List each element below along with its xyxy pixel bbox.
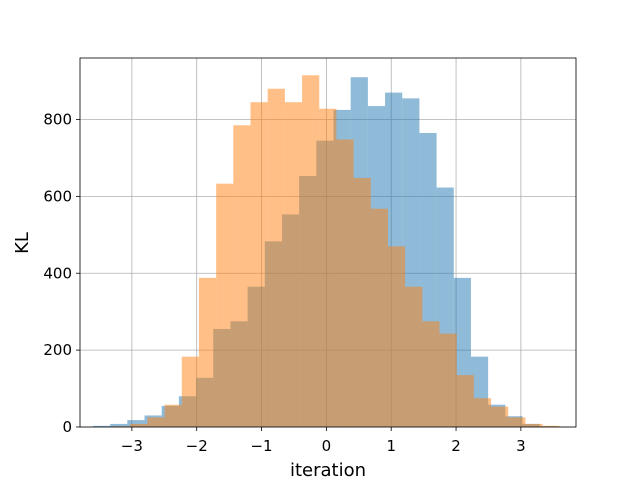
histogram-bar-orange: [439, 333, 457, 427]
histogram-bar-orange: [508, 417, 526, 427]
histogram-bar-orange: [473, 398, 492, 427]
y-tick-label: 200: [43, 341, 72, 359]
histogram-bar-orange: [284, 102, 303, 427]
histogram-bar-orange: [387, 246, 406, 427]
x-tick-label: −1: [250, 437, 272, 455]
histogram-bar-blue: [92, 425, 111, 427]
histogram-bar-orange: [233, 125, 251, 427]
histogram-bar-orange: [147, 417, 165, 427]
histogram-bar-blue: [110, 423, 128, 427]
y-tick-label: 600: [43, 187, 72, 205]
axis-ticks: −3 −2 −1 0 1 2 3 0 200 400 600 800: [43, 111, 525, 456]
y-tick-label: 0: [62, 418, 72, 436]
histogram-bar-orange: [267, 88, 285, 427]
histogram-bar-orange: [198, 277, 217, 427]
plot-frame: [79, 57, 577, 428]
y-tick-label: 800: [43, 111, 72, 129]
histogram-bar-orange: [181, 356, 199, 427]
histogram-bar-orange: [370, 208, 388, 427]
x-tick-label: 1: [386, 437, 396, 455]
histogram-bar-orange: [216, 183, 234, 427]
histogram-bar-orange: [491, 406, 509, 427]
y-tick-label: 400: [43, 264, 72, 282]
histogram-bar-orange: [130, 423, 148, 427]
histogram-bar-orange: [250, 102, 268, 427]
x-tick-label: 2: [451, 437, 461, 455]
histogram-bar-orange: [302, 75, 320, 427]
histogram-bars: [92, 75, 560, 428]
y-axis-label: KL: [12, 232, 33, 254]
x-tick-label: 3: [516, 437, 526, 455]
histogram-bar-orange: [336, 139, 354, 428]
x-tick-label: −3: [121, 437, 143, 455]
histogram-bar-orange: [353, 177, 371, 427]
histogram-bar-blue: [127, 420, 145, 427]
x-axis-label: iteration: [290, 460, 366, 480]
histogram-bar-orange: [542, 425, 560, 427]
x-tick-label: 0: [322, 437, 332, 455]
histogram-bar-orange: [456, 375, 474, 427]
x-tick-label: −2: [186, 437, 208, 455]
histogram-bar-orange: [405, 286, 423, 427]
histogram-bar-orange: [525, 423, 543, 427]
histogram-bar-orange: [422, 321, 440, 427]
histogram-bar-orange: [319, 108, 337, 428]
histogram-bar-orange: [164, 404, 182, 427]
